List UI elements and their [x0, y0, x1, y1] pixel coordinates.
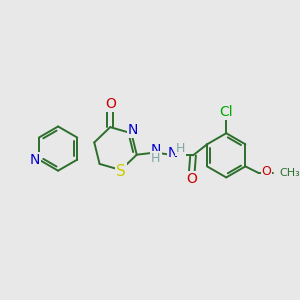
Text: H: H: [176, 142, 185, 155]
Text: O: O: [262, 165, 272, 178]
Text: N: N: [150, 143, 161, 157]
Text: N: N: [30, 153, 40, 166]
Text: H: H: [151, 152, 160, 165]
Text: CH₃: CH₃: [279, 168, 300, 178]
Text: O: O: [186, 172, 197, 186]
Text: S: S: [116, 164, 126, 179]
Text: N: N: [128, 123, 138, 137]
Text: Cl: Cl: [219, 105, 233, 119]
Text: O: O: [105, 97, 116, 111]
Text: N: N: [168, 146, 178, 160]
